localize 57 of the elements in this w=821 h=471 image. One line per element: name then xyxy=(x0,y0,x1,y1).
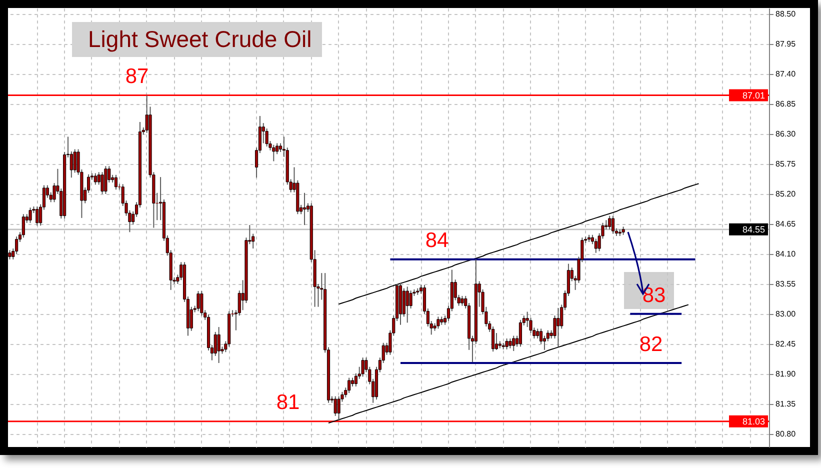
candlestick xyxy=(406,286,409,324)
candlestick xyxy=(94,172,97,186)
y-tick-label: 84.10 xyxy=(776,249,796,258)
candlestick xyxy=(608,215,612,230)
candlestick xyxy=(28,207,32,224)
candlestick xyxy=(200,290,204,316)
annotation: 83 xyxy=(642,284,666,307)
candlestick xyxy=(272,144,276,162)
annotation: 84 xyxy=(425,229,449,252)
y-tick-label: 81.35 xyxy=(776,399,796,408)
candlestick xyxy=(104,166,108,194)
candlestick xyxy=(8,250,12,260)
y-tick-label: 83.55 xyxy=(776,279,796,288)
y-tick-label: 86.30 xyxy=(776,129,796,138)
annotation: 81 xyxy=(276,391,300,414)
y-tick-label: 82.45 xyxy=(776,339,796,348)
candlestick xyxy=(302,192,306,226)
line-series xyxy=(328,304,689,424)
candlestick xyxy=(594,238,598,254)
ref-line-label: 84.55 xyxy=(742,224,765,234)
candlestick xyxy=(36,206,39,226)
candlestick xyxy=(114,174,118,190)
candlestick xyxy=(611,215,615,234)
candlestick xyxy=(518,319,522,348)
y-tick-label: 86.85 xyxy=(776,99,796,108)
candlestick xyxy=(494,332,498,350)
text: Light Sweet Crude Oil xyxy=(72,22,322,57)
candlestick xyxy=(334,396,337,416)
candlestick xyxy=(100,172,104,194)
candlestick xyxy=(556,307,560,348)
annotation: 82 xyxy=(639,333,663,356)
candlestick xyxy=(409,290,412,309)
ref-line-label: 81.03 xyxy=(742,416,765,426)
y-tick-label: 80.80 xyxy=(776,429,796,438)
annotation: 87 xyxy=(125,65,149,88)
y-tick-label: 81.90 xyxy=(776,369,796,378)
candlestick xyxy=(196,290,200,312)
candlestick xyxy=(536,328,540,339)
candlestick xyxy=(337,396,340,421)
y-tick-label: 83.00 xyxy=(776,309,796,318)
candlestick xyxy=(348,377,351,394)
y-tick-label: 87.95 xyxy=(776,39,796,48)
candlestick xyxy=(460,295,464,306)
candlestick xyxy=(361,357,364,378)
candlestick xyxy=(436,316,440,330)
candlestick xyxy=(22,214,25,238)
ref-line-label: 87.01 xyxy=(742,90,765,100)
y-tick-label: 85.20 xyxy=(776,189,796,198)
candlestick xyxy=(73,148,76,174)
y-tick-label: 84.65 xyxy=(776,219,796,228)
candlestick xyxy=(512,335,516,352)
y-tick-label: 88.50 xyxy=(776,10,796,18)
y-tick-label: 85.75 xyxy=(776,159,796,168)
candlestick xyxy=(505,338,508,350)
candlestick xyxy=(217,326,220,364)
candlestick xyxy=(508,338,512,349)
y-tick-label: 87.40 xyxy=(776,69,796,78)
